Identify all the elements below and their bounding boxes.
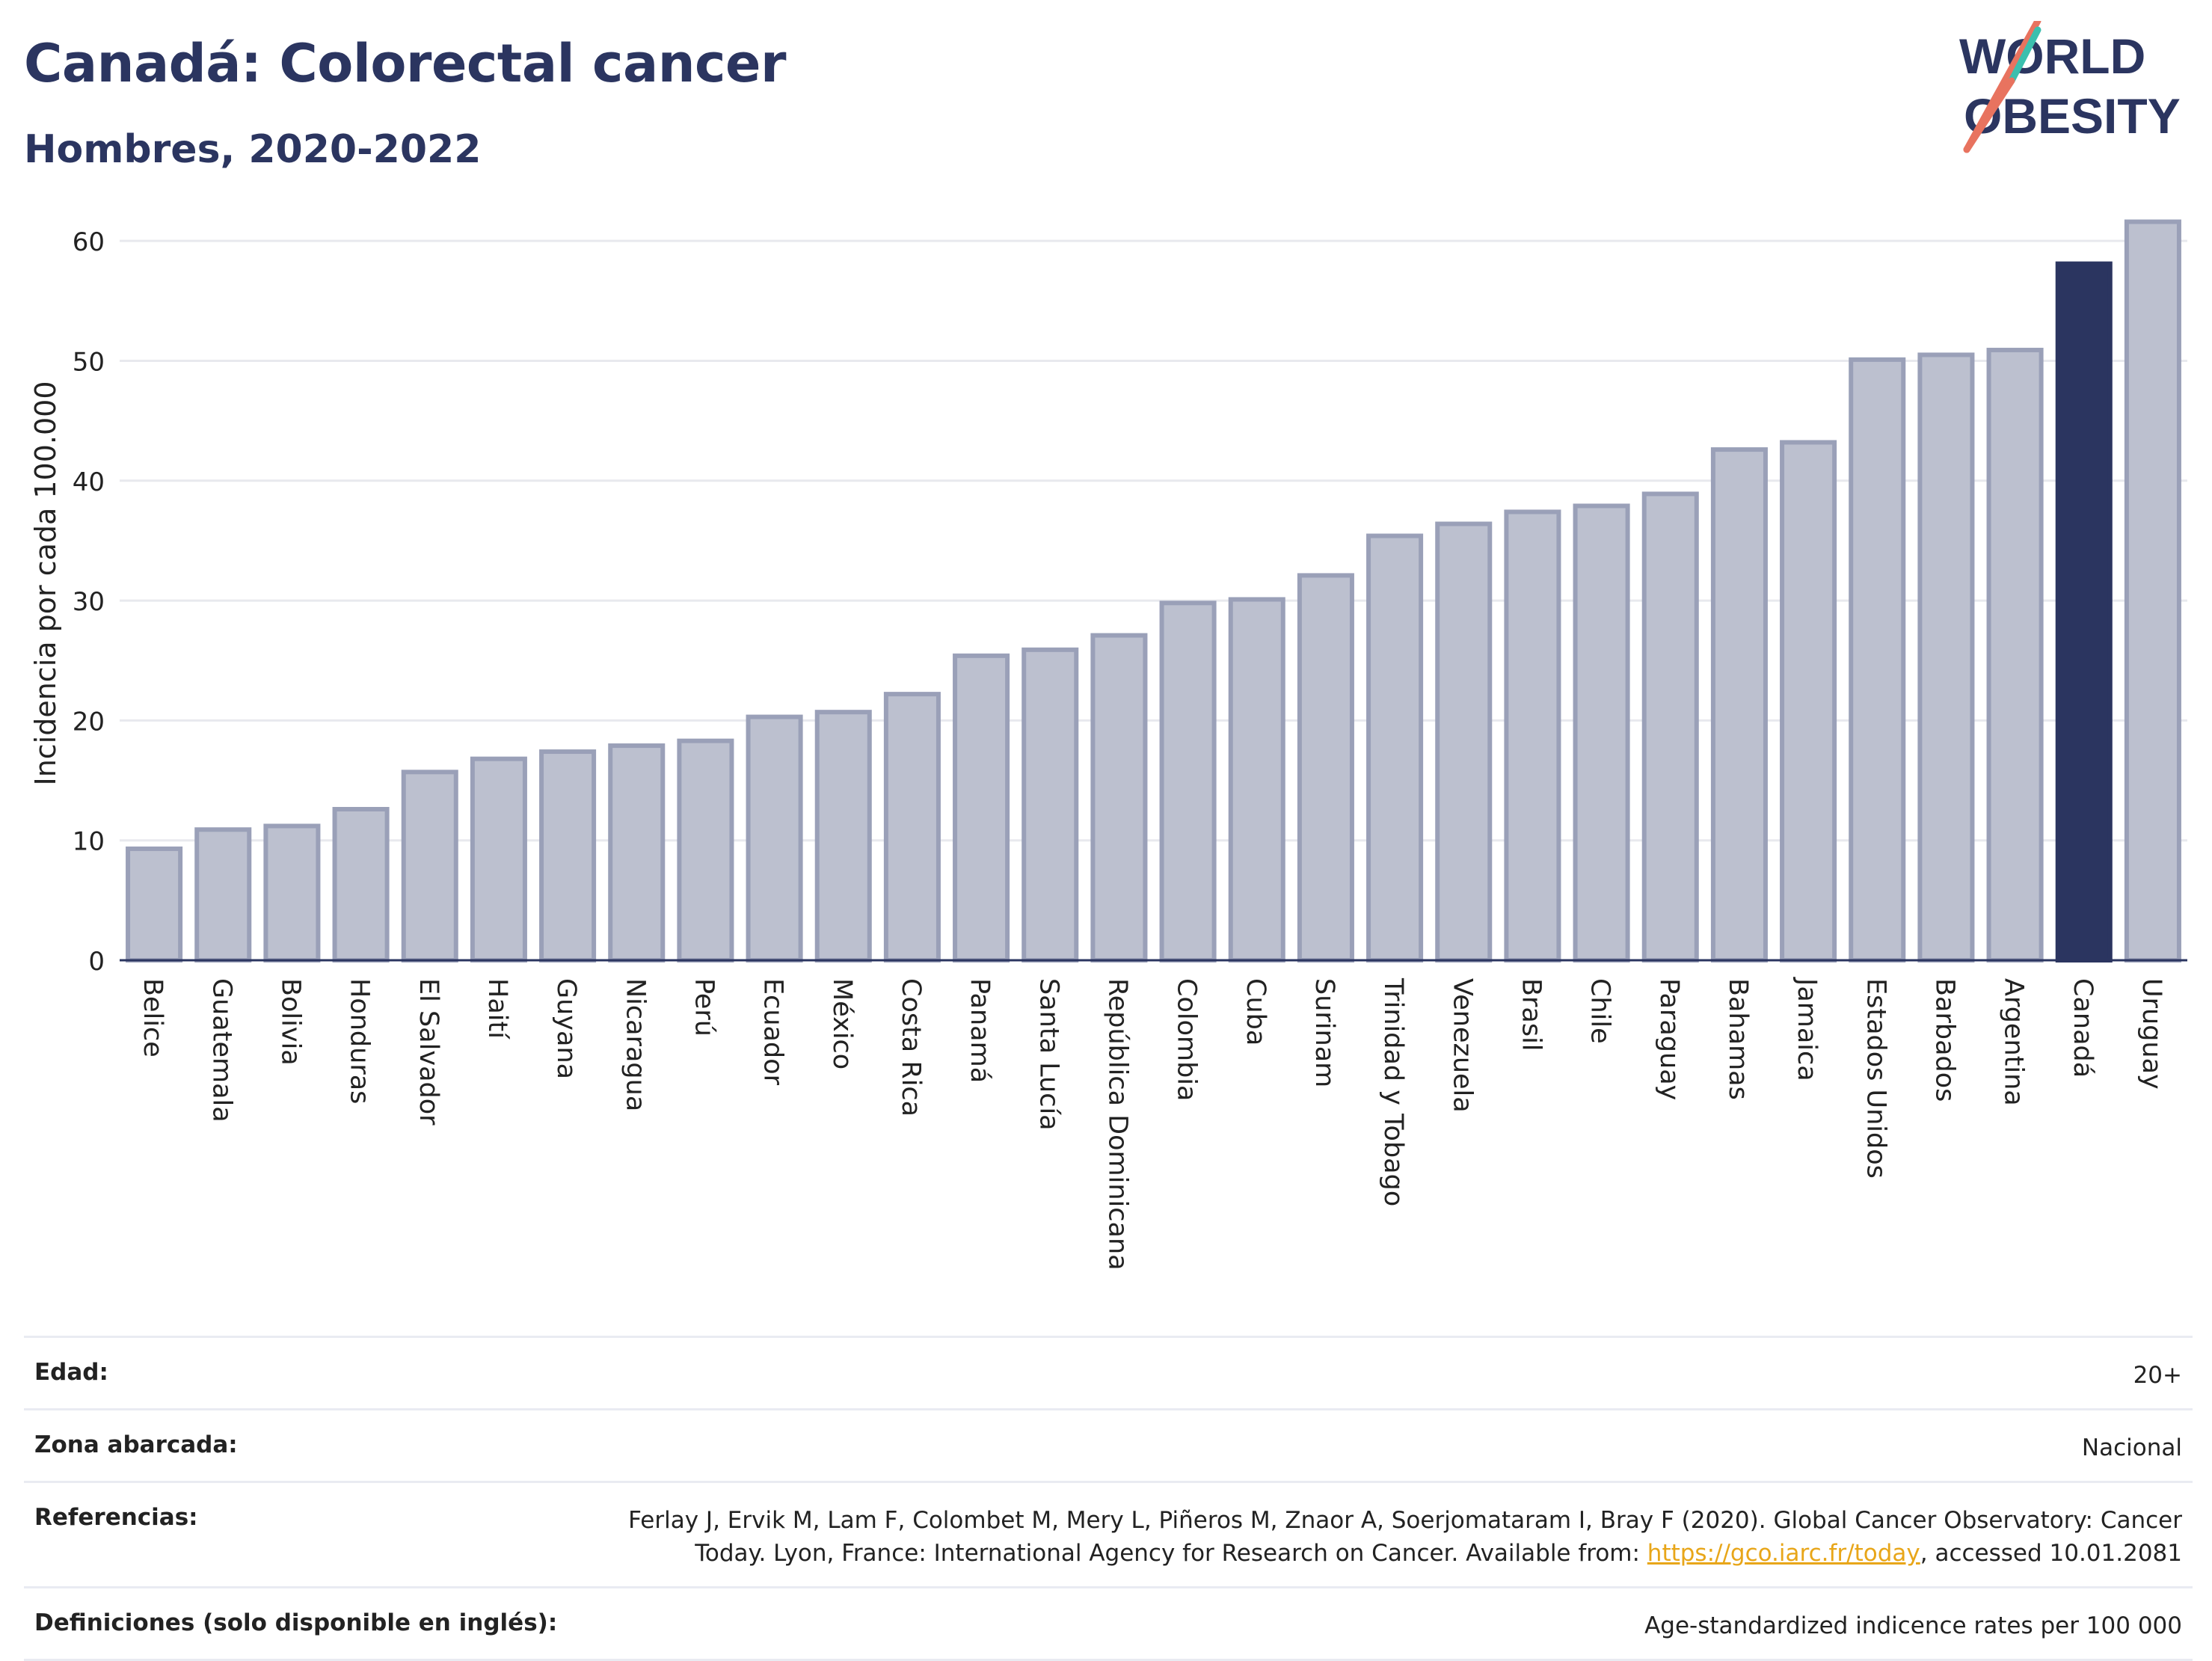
bar-chart: 0 10 20 30 40 50 60 Belice Guatemala Bolivia Hondu… xyxy=(29,219,2187,1271)
bar-el-salvador xyxy=(401,770,458,962)
y-tick-label: 40 xyxy=(73,467,105,497)
meta-label-zone: Zona abarcada: xyxy=(34,1431,238,1458)
x-tick-label: Costa Rica xyxy=(896,978,926,1117)
x-tick-label: Ecuador xyxy=(758,978,788,1086)
x-tick-label: Santa Lucía xyxy=(1033,978,1063,1131)
logo-line1: WORLD xyxy=(1959,28,2145,84)
meta-label-references: Referencias: xyxy=(34,1504,198,1531)
bar-perú xyxy=(677,738,734,962)
y-tick-label: 60 xyxy=(73,227,105,257)
bar-nicaragua xyxy=(608,743,666,963)
x-tick-label: Surinam xyxy=(1309,978,1339,1087)
bar-guyana xyxy=(539,749,597,963)
x-tick-label: Haití xyxy=(482,978,512,1040)
x-tick-label: Canadá xyxy=(2068,978,2098,1078)
bar-guatemala xyxy=(194,827,252,963)
bar-santa-lucía xyxy=(1021,647,1079,963)
x-tick-label: Perú xyxy=(689,978,719,1037)
x-tick-label: Argentina xyxy=(1999,978,2029,1106)
bar-bolivia xyxy=(263,823,321,963)
bar-belice xyxy=(126,846,183,962)
meta-row-references: Referencias: Ferlay J, Ervik M, Lam F, C… xyxy=(24,1481,2193,1586)
x-tick-label: Panamá xyxy=(965,978,995,1083)
bar-república-dominicana xyxy=(1090,633,1148,962)
bar-barbados xyxy=(1917,352,1975,962)
y-tick-label: 30 xyxy=(73,587,105,617)
x-tick-label: Bolivia xyxy=(275,978,305,1066)
meta-row-age: Edad: 20+ xyxy=(24,1336,2193,1408)
x-tick-label: República Dominicana xyxy=(1102,978,1132,1271)
y-axis-label: Incidencia por cada 100.000 xyxy=(29,381,62,785)
bar-jamaica xyxy=(1780,440,1837,962)
bar-argentina xyxy=(1986,348,2044,962)
x-tick-label: Colombia xyxy=(1172,978,1202,1101)
bar-uruguay xyxy=(2124,219,2181,962)
bar-estados-unidos xyxy=(1849,357,1906,962)
bar-trinidad-y-tobago xyxy=(1366,533,1424,962)
meta-label-definitions: Definiciones (solo disponible en inglés)… xyxy=(34,1609,558,1636)
meta-value-definitions: Age-standardized indicence rates per 100… xyxy=(1644,1612,2182,1639)
x-tick-label: Trinidad y Tobago xyxy=(1378,977,1408,1206)
x-tick-label: Belice xyxy=(138,978,168,1057)
x-tick-label: Guatemala xyxy=(206,978,236,1123)
meta-row-zone: Zona abarcada: Nacional xyxy=(24,1408,2193,1481)
x-tick-label: Venezuela xyxy=(1447,978,1477,1113)
y-tick-label: 50 xyxy=(73,347,105,377)
bar-costa-rica xyxy=(883,692,941,963)
x-tick-label: Paraguay xyxy=(1654,978,1684,1100)
y-tick-label: 20 xyxy=(73,707,105,737)
x-tick-label: Brasil xyxy=(1516,978,1546,1051)
bar-honduras xyxy=(332,807,390,963)
page-title: Canadá: Colorectal cancer xyxy=(24,33,787,94)
bar-ecuador xyxy=(746,714,803,962)
page-subtitle: Hombres, 2020-2022 xyxy=(24,127,482,172)
bar-brasil xyxy=(1504,509,1561,962)
x-tick-label: Jamaica xyxy=(1792,977,1822,1081)
meta-value-references: Ferlay J, Ervik M, Lam F, Colombet M, Me… xyxy=(582,1504,2182,1570)
x-tick-label: El Salvador xyxy=(414,978,443,1126)
x-tick-label: Uruguay xyxy=(2136,978,2166,1090)
x-tick-label: Guyana xyxy=(551,978,581,1079)
y-tick-label: 10 xyxy=(73,827,105,857)
bar-surinam xyxy=(1297,573,1354,962)
x-tick-label: Cuba xyxy=(1241,978,1271,1046)
bar-bahamas xyxy=(1710,447,1768,962)
x-tick-label: Chile xyxy=(1585,978,1615,1044)
meta-label-age: Edad: xyxy=(34,1359,108,1386)
x-tick-label: Barbados xyxy=(1929,978,1959,1102)
bar-haití xyxy=(470,756,527,963)
x-tick-label: Bahamas xyxy=(1723,978,1753,1100)
meta-value-age: 20+ xyxy=(2133,1362,2182,1389)
bar-paraguay xyxy=(1641,491,1699,962)
x-tick-label: Honduras xyxy=(345,978,375,1104)
x-tick-label: Nicaragua xyxy=(620,978,650,1111)
world-obesity-logo: WORLD OBESITY xyxy=(1959,21,2181,153)
y-tick-label: 0 xyxy=(88,947,105,977)
meta-value-zone: Nacional xyxy=(2081,1434,2182,1461)
bar-canadá xyxy=(2055,261,2113,962)
x-tick-label: México xyxy=(827,978,857,1069)
bar-chile xyxy=(1573,503,1630,962)
reference-accessed: , accessed 10.01.2081 xyxy=(1920,1540,2182,1567)
bar-venezuela xyxy=(1435,521,1493,962)
bar-cuba xyxy=(1228,597,1285,962)
reference-text: Ferlay J, Ervik M, Lam F, Colombet M, Me… xyxy=(628,1507,2182,1567)
bar-colombia xyxy=(1159,601,1217,962)
meta-row-definitions: Definiciones (solo disponible en inglés)… xyxy=(24,1586,2193,1661)
reference-link[interactable]: https://gco.iarc.fr/today xyxy=(1647,1540,1920,1567)
bar-panamá xyxy=(953,653,1010,963)
x-tick-label: Estados Unidos xyxy=(1861,978,1890,1179)
metadata-table: Edad: 20+ Zona abarcada: Nacional Refere… xyxy=(24,1336,2193,1661)
bar-méxico xyxy=(814,710,872,962)
